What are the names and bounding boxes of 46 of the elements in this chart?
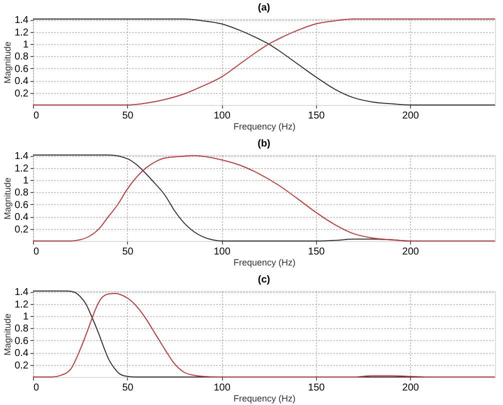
- x-tick-label: 0: [34, 110, 40, 122]
- x-tick-label: 100: [214, 382, 231, 394]
- y-tick-label: 1: [22, 40, 29, 51]
- x-tick-label: 50: [122, 382, 134, 394]
- x-tick-label: 200: [402, 110, 420, 122]
- x-axis-title: Frequency (Hz): [233, 122, 296, 132]
- y-tick-label: 1.2: [14, 299, 29, 310]
- x-tick-label: 100: [214, 110, 231, 122]
- y-tick-label: 0.8: [14, 52, 29, 63]
- x-tick-label: 150: [308, 110, 326, 122]
- y-tick-label: 0.8: [14, 324, 29, 335]
- chart-title: (b): [258, 138, 270, 150]
- x-tick-label: 50: [122, 246, 134, 258]
- y-tick-label: 1: [22, 312, 29, 323]
- x-tick-label: 150: [308, 382, 326, 394]
- x-axis-title: Frequency (Hz): [233, 258, 296, 268]
- y-tick-label: 0.4: [14, 348, 29, 360]
- y-axis-title: Magnitude: [2, 313, 13, 356]
- y-tick-label: 1: [22, 176, 29, 187]
- y-tick-label: 1.4: [14, 15, 29, 26]
- x-tick-label: 200: [402, 246, 420, 258]
- chart-title: (c): [258, 274, 270, 286]
- y-tick-label: 0.4: [14, 76, 29, 88]
- y-tick-label: 0.6: [14, 200, 29, 211]
- y-tick-label: 0.2: [14, 360, 29, 372]
- y-tick-label: 0.4: [14, 212, 29, 224]
- y-tick-label: 0.6: [14, 64, 29, 75]
- y-tick-label: 0.6: [14, 336, 29, 347]
- x-tick-label: 0: [34, 246, 40, 258]
- line-series: [32, 18, 496, 106]
- y-axis-title: Magnitude: [2, 177, 13, 220]
- y-tick-label: 0.2: [14, 88, 29, 100]
- y-axis-title: Magnitude: [2, 41, 13, 84]
- x-tick-label: 150: [308, 246, 326, 258]
- x-tick-label: 100: [214, 246, 231, 258]
- y-tick-label: 0.2: [14, 224, 29, 236]
- y-tick-label: 0.8: [14, 188, 29, 199]
- y-tick-label: 1.2: [14, 27, 29, 38]
- y-tick-label: 1.2: [14, 163, 29, 174]
- y-tick-label: 1.4: [14, 151, 29, 162]
- x-tick-label: 0: [34, 382, 40, 394]
- x-tick-label: 200: [402, 382, 420, 394]
- chart-title: (a): [258, 2, 270, 14]
- y-tick-label: 1.4: [14, 287, 29, 298]
- x-tick-label: 50: [122, 110, 134, 122]
- x-axis-title: Frequency (Hz): [233, 394, 296, 404]
